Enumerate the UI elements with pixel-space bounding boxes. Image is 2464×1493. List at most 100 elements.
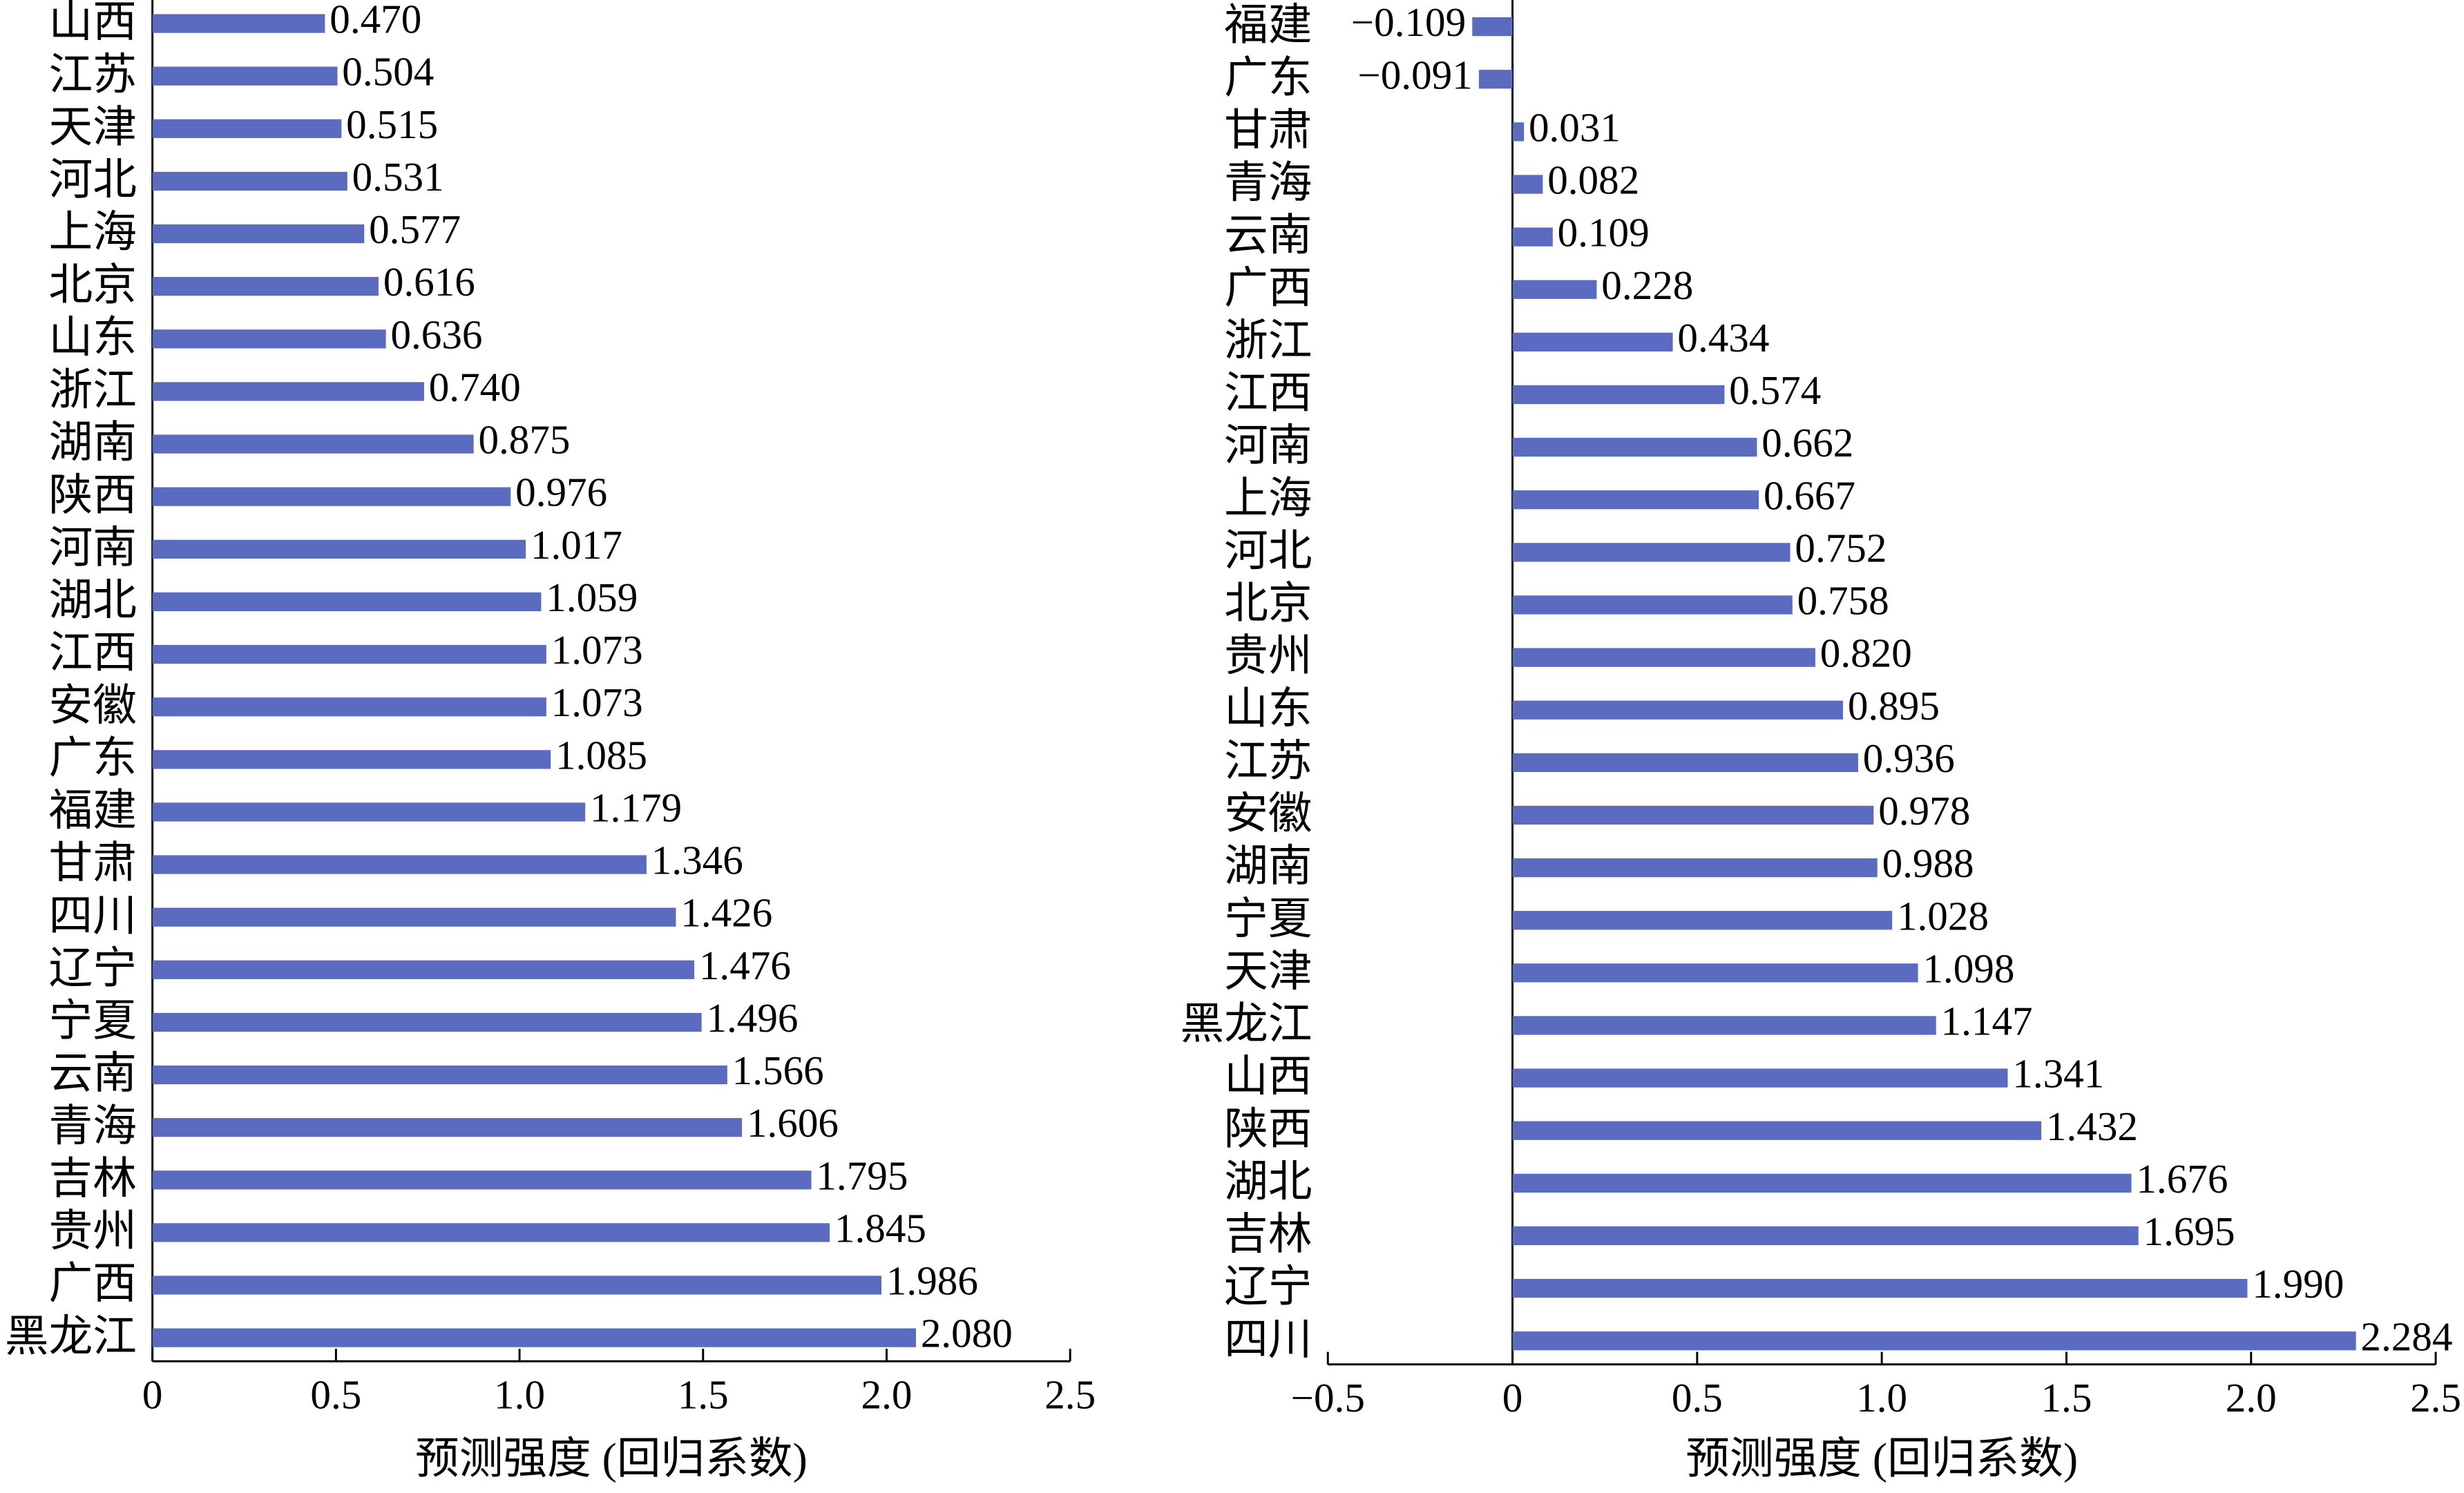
category-label: 河北 [1224, 526, 1312, 575]
value-label: 1.341 [2012, 1051, 2104, 1097]
bar [152, 1275, 882, 1295]
category-label: 江苏 [1224, 737, 1312, 786]
category-label: 湖南 [49, 418, 137, 467]
category-label: 湖南 [1224, 842, 1312, 891]
value-label: 1.432 [2046, 1104, 2138, 1149]
x-tick-label: 0.5 [1672, 1375, 1723, 1420]
value-label: 0.504 [342, 49, 434, 95]
x-tick-label: 1.5 [678, 1371, 729, 1417]
bar [152, 644, 546, 664]
bar [152, 14, 325, 33]
value-label: 1.986 [886, 1258, 978, 1304]
category-label: 湖北 [49, 576, 137, 625]
x-tick-label: 2.5 [1044, 1371, 1096, 1417]
value-label: −0.091 [1357, 52, 1472, 97]
category-label: 云南 [49, 1049, 137, 1098]
category-label: 河南 [1224, 421, 1312, 470]
category-label: 天津 [1224, 947, 1312, 996]
bar [152, 277, 379, 296]
value-label: 0.662 [1761, 420, 1853, 465]
category-label: 江西 [49, 628, 137, 677]
bar [1512, 543, 1790, 562]
bar [1512, 1331, 2356, 1351]
value-label: 0.895 [1848, 683, 1940, 729]
value-label: 1.695 [2143, 1208, 2235, 1254]
x-tick-label: 0 [1502, 1375, 1523, 1420]
category-label: 青海 [1224, 158, 1312, 207]
category-label: 辽宁 [49, 943, 137, 992]
category-label: 宁夏 [49, 996, 137, 1046]
category-label: 北京 [1224, 579, 1312, 628]
value-label: 0.976 [515, 470, 607, 515]
category-label: 福建 [49, 786, 137, 835]
category-label: 浙江 [1224, 316, 1312, 365]
category-label: 山西 [49, 0, 137, 46]
value-label: 1.676 [2136, 1156, 2228, 1202]
bar [152, 1328, 916, 1347]
category-label: 山西 [1224, 1052, 1312, 1101]
x-tick-label: 0 [142, 1371, 163, 1417]
category-label: 黑龙江 [1180, 999, 1312, 1048]
value-label: 0.875 [478, 417, 570, 463]
bar [1512, 911, 1893, 930]
value-label: 1.085 [555, 732, 647, 778]
bar [1512, 805, 1874, 825]
x-axis-title: 预测强度 (回归系数) [1685, 1434, 2078, 1483]
bar [1512, 753, 1858, 772]
value-label: 0.574 [1729, 367, 1821, 413]
category-label: 江苏 [49, 50, 137, 99]
category-label: 青海 [49, 1101, 137, 1150]
value-label: 0.577 [369, 206, 461, 252]
bar [1512, 1173, 2132, 1193]
bar [1512, 280, 1597, 299]
category-label: 山东 [1224, 684, 1312, 733]
bar [152, 382, 424, 401]
value-label: 2.080 [921, 1311, 1013, 1356]
bar [152, 224, 365, 244]
bar [152, 802, 586, 822]
value-label: 1.346 [651, 838, 743, 883]
bar [152, 1012, 702, 1032]
category-label: 宁夏 [1224, 894, 1312, 943]
bar [1512, 437, 1757, 457]
bar [1512, 332, 1673, 351]
value-label: 1.426 [680, 890, 772, 936]
value-label: 1.496 [706, 995, 798, 1041]
category-label: 安徽 [1224, 789, 1312, 838]
x-tick-label: −0.5 [1291, 1375, 1365, 1420]
bar [152, 487, 511, 506]
value-label: 1.147 [1941, 999, 2033, 1044]
value-label: 0.636 [390, 311, 482, 357]
category-label: 四川 [49, 891, 137, 940]
bar [1512, 175, 1543, 194]
x-tick-label: 2.0 [2226, 1375, 2277, 1420]
bar [152, 855, 647, 874]
category-label: 贵州 [1224, 631, 1312, 680]
category-label: 江西 [1224, 369, 1312, 418]
value-label: 0.434 [1677, 315, 1769, 360]
bar [1512, 595, 1793, 615]
bar [152, 907, 676, 927]
value-label: 1.990 [2252, 1261, 2344, 1307]
bar [1512, 1068, 2008, 1088]
bar [1512, 648, 1815, 667]
value-label: 0.667 [1764, 472, 1855, 518]
bar [1478, 70, 1513, 89]
bar [152, 750, 551, 769]
value-label: 0.470 [330, 0, 421, 42]
bar [152, 66, 338, 86]
category-label: 河北 [49, 155, 137, 204]
bar [152, 539, 526, 559]
value-label: 0.109 [1558, 210, 1650, 256]
value-label: 0.515 [346, 102, 438, 147]
category-label: 福建 [1224, 1, 1312, 50]
x-tick-label: 2.0 [861, 1371, 913, 1417]
x-tick-label: 1.0 [494, 1371, 545, 1417]
bar [1512, 1278, 2248, 1298]
category-label: 甘肃 [1224, 106, 1312, 155]
bar [1512, 1226, 2139, 1246]
value-label: 0.616 [383, 259, 475, 305]
value-label: 0.758 [1797, 578, 1889, 624]
